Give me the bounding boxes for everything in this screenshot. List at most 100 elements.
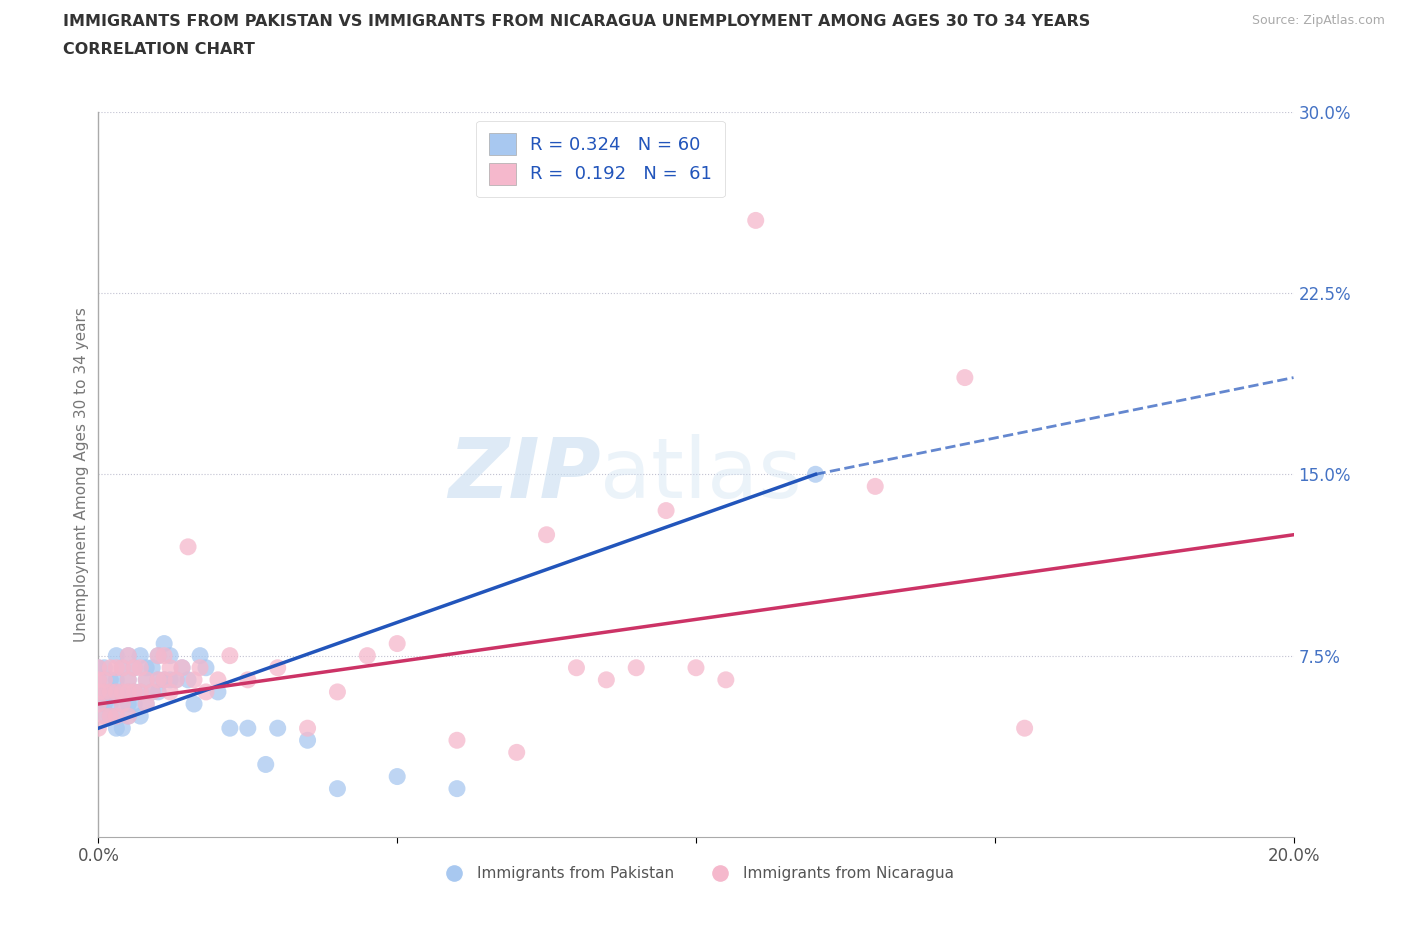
Point [135,672,157,687]
Point [254,757,277,772]
Point [804,467,827,482]
Point [117,648,139,663]
Text: ZIP: ZIP [447,433,600,515]
Point [165,672,187,687]
Point [93,684,115,699]
Point [326,781,349,796]
Point [159,660,181,675]
Point [267,721,290,736]
Point [124,697,146,711]
Point [87,721,110,736]
Point [105,709,128,724]
Point [87,697,110,711]
Point [105,648,128,663]
Point [87,672,110,687]
Point [98,672,122,687]
Point [117,709,139,724]
Point [183,672,205,687]
Point [87,660,110,675]
Point [93,709,115,724]
Point [124,660,146,675]
Point [105,672,128,687]
Point [865,479,887,494]
Point [129,660,152,675]
Point [105,660,128,675]
Point [135,697,157,711]
Point [148,648,170,663]
Point [93,709,115,724]
Point [385,636,409,651]
Point [207,672,229,687]
Point [506,745,529,760]
Point [117,672,139,687]
Point [153,636,176,651]
Point [98,697,122,711]
Point [93,684,115,699]
Point [129,648,152,663]
Point [111,697,134,711]
Point [172,660,194,675]
Point [98,709,122,724]
Point [219,648,242,663]
Point [105,709,128,724]
Point [536,527,558,542]
Point [141,684,163,699]
Point [98,709,122,724]
Point [98,684,122,699]
Point [105,684,128,699]
Y-axis label: Unemployment Among Ages 30 to 34 years: Unemployment Among Ages 30 to 34 years [75,307,89,642]
Point [129,684,152,699]
Point [117,697,139,711]
Point [93,672,115,687]
Point [124,660,146,675]
Point [172,660,194,675]
Point [87,684,110,699]
Point [129,684,152,699]
Point [297,721,319,736]
Point [105,721,128,736]
Point [953,370,976,385]
Point [153,648,176,663]
Point [685,660,707,675]
Point [98,660,122,675]
Point [195,684,218,699]
Point [135,660,157,675]
Point [207,684,229,699]
Point [655,503,678,518]
Point [87,697,110,711]
Point [141,684,163,699]
Point [159,648,181,663]
Point [117,684,139,699]
Text: CORRELATION CHART: CORRELATION CHART [63,42,254,57]
Point [124,684,146,699]
Point [87,660,110,675]
Point [111,684,134,699]
Point [117,684,139,699]
Point [111,721,134,736]
Point [236,672,259,687]
Point [148,684,170,699]
Point [117,672,139,687]
Point [93,660,115,675]
Point [188,648,211,663]
Point [117,709,139,724]
Point [165,672,187,687]
Point [1014,721,1036,736]
Point [93,697,115,711]
Point [98,684,122,699]
Text: atlas: atlas [600,433,801,515]
Point [141,660,163,675]
Point [129,709,152,724]
Point [87,684,110,699]
Point [195,660,218,675]
Point [135,697,157,711]
Text: Source: ZipAtlas.com: Source: ZipAtlas.com [1251,14,1385,27]
Point [183,697,205,711]
Point [297,733,319,748]
Point [111,660,134,675]
Point [153,672,176,687]
Point [111,684,134,699]
Legend: Immigrants from Pakistan, Immigrants from Nicaragua: Immigrants from Pakistan, Immigrants fro… [432,860,960,887]
Point [236,721,259,736]
Point [148,672,170,687]
